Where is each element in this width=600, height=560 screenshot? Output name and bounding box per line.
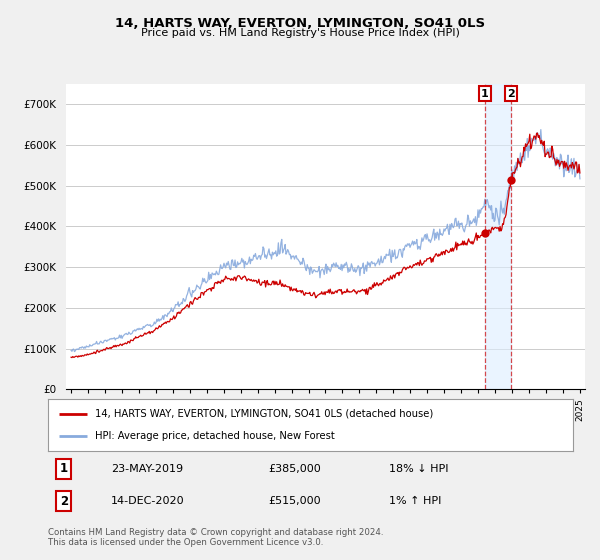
Text: 23-MAY-2019: 23-MAY-2019 <box>111 464 183 474</box>
Text: 14-DEC-2020: 14-DEC-2020 <box>111 496 185 506</box>
Text: Contains HM Land Registry data © Crown copyright and database right 2024.
This d: Contains HM Land Registry data © Crown c… <box>48 528 383 547</box>
Text: 2: 2 <box>508 88 515 99</box>
Text: 1: 1 <box>59 463 68 475</box>
Text: £385,000: £385,000 <box>269 464 321 474</box>
Text: 1: 1 <box>481 88 488 99</box>
Text: 2: 2 <box>59 494 68 508</box>
Text: 14, HARTS WAY, EVERTON, LYMINGTON, SO41 0LS: 14, HARTS WAY, EVERTON, LYMINGTON, SO41 … <box>115 17 485 30</box>
Text: 18% ↓ HPI: 18% ↓ HPI <box>389 464 449 474</box>
Text: HPI: Average price, detached house, New Forest: HPI: Average price, detached house, New … <box>95 431 335 441</box>
Bar <box>485 84 511 389</box>
Text: 1% ↑ HPI: 1% ↑ HPI <box>389 496 442 506</box>
Text: 14, HARTS WAY, EVERTON, LYMINGTON, SO41 0LS (detached house): 14, HARTS WAY, EVERTON, LYMINGTON, SO41 … <box>95 409 433 419</box>
Text: £515,000: £515,000 <box>269 496 321 506</box>
Text: Price paid vs. HM Land Registry's House Price Index (HPI): Price paid vs. HM Land Registry's House … <box>140 28 460 38</box>
